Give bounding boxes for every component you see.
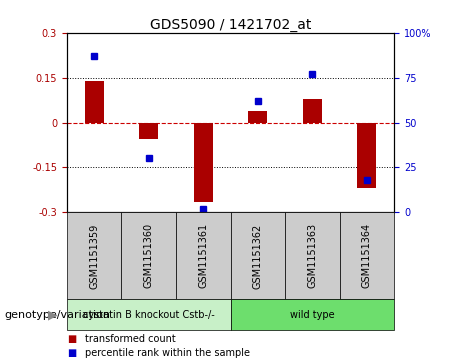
Bar [194, 123, 213, 202]
Text: genotype/variation: genotype/variation [5, 310, 111, 320]
Bar [121, 212, 176, 299]
Text: wild type: wild type [290, 310, 335, 320]
Text: GSM1151359: GSM1151359 [89, 223, 99, 289]
Title: GDS5090 / 1421702_at: GDS5090 / 1421702_at [150, 18, 311, 32]
Bar [248, 110, 267, 123]
Bar [285, 212, 340, 299]
Bar [139, 123, 158, 139]
Text: percentile rank within the sample: percentile rank within the sample [85, 348, 250, 358]
Text: GSM1151360: GSM1151360 [144, 223, 154, 289]
Text: ■: ■ [67, 334, 76, 344]
Bar [176, 212, 230, 299]
Text: cystatin B knockout Cstb-/-: cystatin B knockout Cstb-/- [83, 310, 214, 320]
Text: transformed count: transformed count [85, 334, 176, 344]
Bar [357, 123, 377, 188]
Text: GSM1151363: GSM1151363 [307, 223, 317, 289]
Bar [230, 299, 394, 330]
Bar [303, 99, 322, 123]
Bar [340, 212, 394, 299]
Bar [230, 212, 285, 299]
Bar [84, 81, 104, 123]
Bar [67, 299, 230, 330]
Text: GSM1151364: GSM1151364 [362, 223, 372, 289]
Bar [67, 212, 121, 299]
Text: ■: ■ [67, 348, 76, 358]
Text: GSM1151362: GSM1151362 [253, 223, 263, 289]
Text: ▶: ▶ [48, 309, 58, 321]
Text: GSM1151361: GSM1151361 [198, 223, 208, 289]
